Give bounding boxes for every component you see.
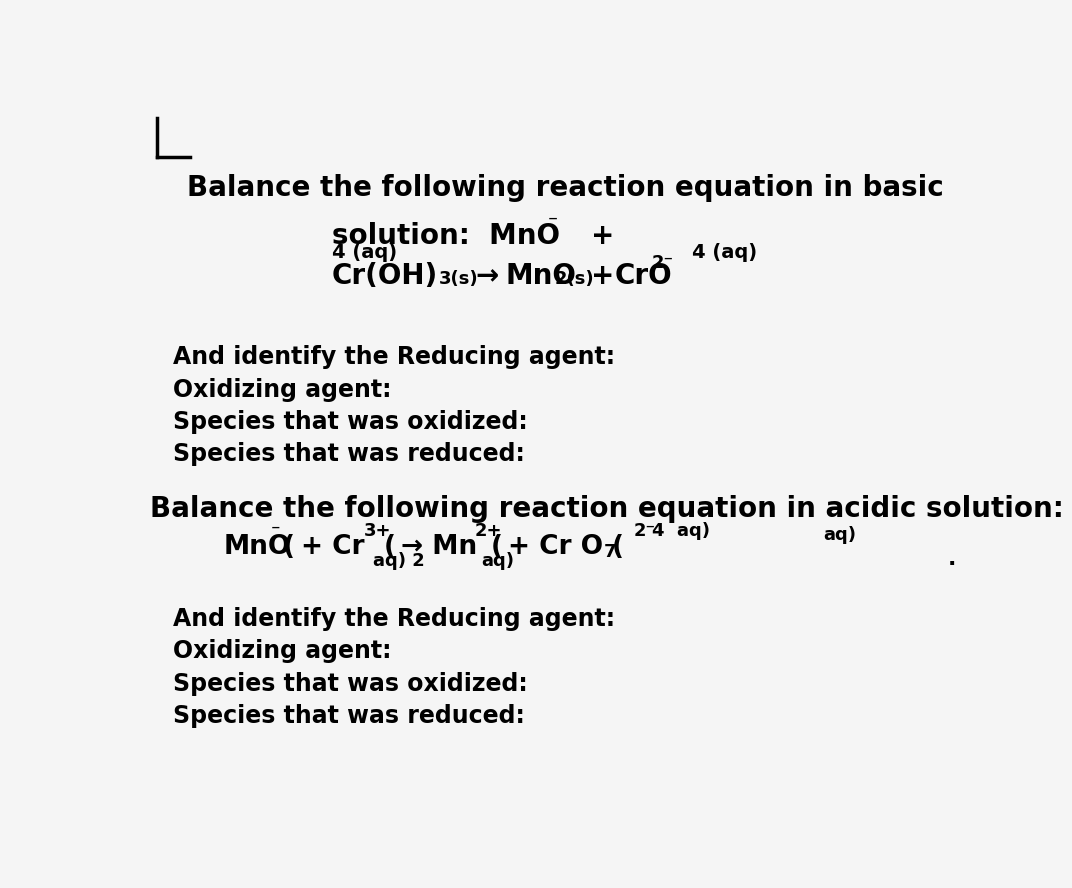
Text: CrO: CrO: [614, 262, 672, 290]
Text: +: +: [592, 262, 614, 290]
Text: Balance the following reaction equation in basic: Balance the following reaction equation …: [187, 174, 943, 202]
Text: Species that was oxidized:: Species that was oxidized:: [173, 410, 527, 434]
Text: aq) 2: aq) 2: [373, 551, 425, 569]
Text: Species that was oxidized:: Species that was oxidized:: [173, 671, 527, 695]
Text: 7: 7: [604, 543, 616, 561]
Text: aq): aq): [823, 527, 857, 544]
Text: 4  aq): 4 aq): [652, 522, 710, 541]
Text: .: .: [948, 550, 956, 569]
Text: MnO: MnO: [506, 262, 577, 290]
Text: Balance the following reaction equation in acidic solution:: Balance the following reaction equation …: [149, 496, 1063, 523]
Text: + Cr O: + Cr O: [507, 534, 602, 560]
Text: + Cr: + Cr: [300, 534, 364, 560]
Text: +: +: [592, 222, 614, 250]
Text: (: (: [384, 534, 396, 560]
Text: Species that was reduced:: Species that was reduced:: [173, 442, 524, 466]
Text: 2(s): 2(s): [555, 270, 595, 288]
Text: (: (: [283, 534, 295, 560]
Text: (: (: [612, 534, 624, 560]
Text: solution:  MnO: solution: MnO: [331, 222, 560, 250]
Text: ⁻: ⁻: [271, 522, 281, 541]
Text: → Mn: → Mn: [401, 534, 477, 560]
Text: And identify the Reducing agent:: And identify the Reducing agent:: [173, 345, 615, 369]
Text: 4 (aq): 4 (aq): [331, 242, 397, 262]
Text: And identify the Reducing agent:: And identify the Reducing agent:: [173, 607, 615, 631]
Text: 3+: 3+: [364, 522, 391, 541]
Text: MnO: MnO: [223, 534, 291, 560]
Text: 2+: 2+: [475, 522, 503, 541]
Text: 4 (aq): 4 (aq): [693, 242, 757, 262]
Text: 2⁻: 2⁻: [652, 254, 674, 273]
Text: 3(s): 3(s): [438, 270, 478, 288]
Text: Species that was reduced:: Species that was reduced:: [173, 704, 524, 728]
Text: →: →: [475, 262, 498, 290]
Text: 2⁻: 2⁻: [634, 522, 656, 541]
Text: Oxidizing agent:: Oxidizing agent:: [173, 377, 391, 401]
Text: ⁻: ⁻: [548, 213, 557, 232]
Text: Cr(OH): Cr(OH): [331, 262, 437, 290]
Text: Oxidizing agent:: Oxidizing agent:: [173, 639, 391, 663]
Text: (: (: [491, 534, 503, 560]
Text: aq): aq): [481, 551, 515, 569]
